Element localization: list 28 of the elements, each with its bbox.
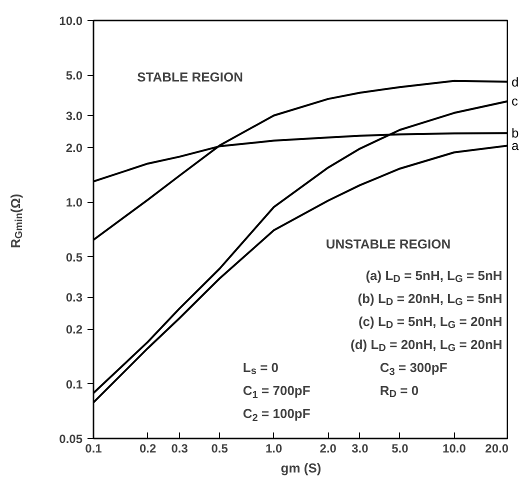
y-tick-label: 0.1 bbox=[66, 377, 83, 392]
y-axis-title: RGmin(Ω) bbox=[8, 194, 25, 248]
x-tick-label: 0.5 bbox=[211, 442, 228, 456]
series-label: d bbox=[512, 74, 519, 90]
y-tick-label: 0.5 bbox=[66, 250, 83, 264]
x-tick-label: 10.0 bbox=[442, 442, 466, 456]
x-tick-label: 0.1 bbox=[85, 442, 102, 456]
x-axis-title: gm (S) bbox=[280, 460, 322, 476]
y-tick-label: 0.2 bbox=[66, 322, 83, 337]
y-tick-label: 10.0 bbox=[59, 14, 83, 28]
y-tick-label: 1.0 bbox=[66, 196, 83, 210]
x-tick-label: 2.0 bbox=[320, 442, 337, 456]
x-tick-label: 0.3 bbox=[171, 442, 188, 456]
series-label: c bbox=[512, 94, 518, 109]
x-tick-label: 1.0 bbox=[266, 442, 283, 456]
y-tick-label: 0.3 bbox=[66, 290, 83, 305]
y-tick-label: 2.0 bbox=[66, 140, 83, 155]
y-tick-label: 3.0 bbox=[66, 108, 83, 123]
series-label: a bbox=[512, 138, 520, 154]
x-tick-label: 3.0 bbox=[352, 442, 369, 456]
annotation: STABLE REGION bbox=[137, 69, 244, 84]
series-label: b bbox=[512, 126, 519, 141]
x-tick-label: 5.0 bbox=[392, 442, 409, 456]
x-tick-label: 0.2 bbox=[139, 442, 156, 456]
y-tick-label: 5.0 bbox=[66, 68, 83, 83]
annotation: UNSTABLE REGION bbox=[326, 236, 451, 252]
y-tick-label: 0.05 bbox=[59, 432, 83, 446]
x-tick-label: 20.0 bbox=[485, 442, 509, 456]
